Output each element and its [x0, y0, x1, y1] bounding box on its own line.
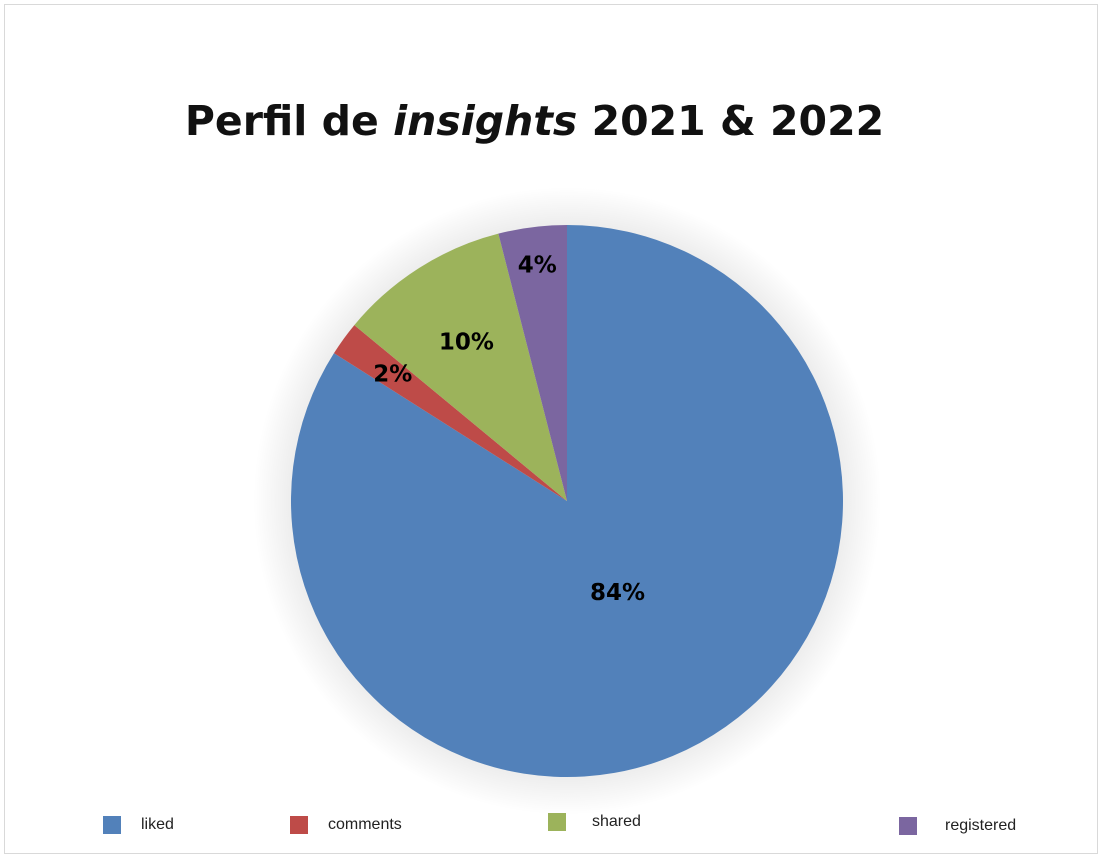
legend-swatch-registered [899, 817, 917, 835]
legend-swatch-comments [290, 816, 308, 834]
pie-label-registered: 4% [518, 253, 557, 279]
pie-slice-liked [290, 225, 843, 778]
chart-title-suffix: 2021 & 2022 [577, 97, 885, 145]
legend-label-liked: liked [141, 816, 174, 833]
legend-swatch-liked [103, 816, 121, 834]
legend-item-shared: shared [548, 812, 641, 832]
pie-label-shared: 10% [439, 330, 494, 356]
legend-label-comments: comments [328, 816, 402, 833]
pie-slice-shared [354, 233, 567, 501]
legend-item-registered: registered [899, 816, 1016, 836]
legend-item-comments: comments [290, 815, 402, 835]
pie-label-liked: 84% [590, 580, 645, 606]
legend-label-shared: shared [592, 813, 641, 830]
pie-label-comments: 2% [373, 361, 412, 387]
chart-title-italic: insights [393, 97, 578, 145]
pie-slices [290, 225, 843, 778]
legend-swatch-shared [548, 813, 566, 831]
chart-title-prefix: Perfil de [184, 97, 394, 145]
pie-slice-comments [333, 325, 567, 501]
chart-title: Perfil de insights 2021 & 2022 [0, 97, 1069, 145]
legend-item-liked: liked [103, 815, 174, 835]
legend-label-registered: registered [945, 817, 1017, 834]
pie-slice-registered [498, 225, 567, 501]
pie-labels: 84% 2% 10% 4% [373, 253, 645, 606]
